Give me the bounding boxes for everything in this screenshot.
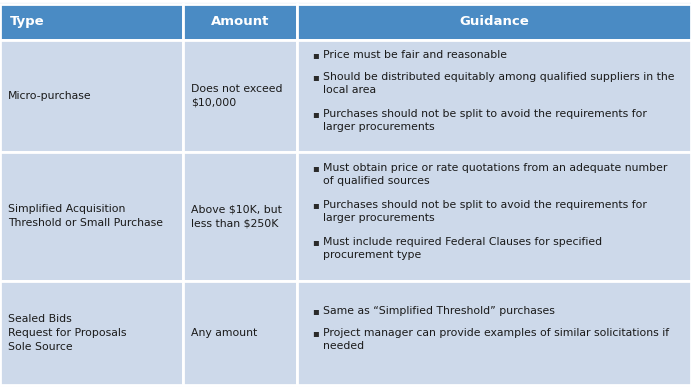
Text: Any amount: Any amount bbox=[191, 328, 258, 338]
Bar bbox=[183, 152, 297, 281]
Text: ▪: ▪ bbox=[312, 109, 319, 119]
Text: Above $10K, but
less than $250K: Above $10K, but less than $250K bbox=[191, 205, 283, 228]
Text: Sealed Bids
Request for Proposals
Sole Source: Sealed Bids Request for Proposals Sole S… bbox=[8, 314, 126, 352]
Text: Should be distributed equitably among qualified suppliers in the
local area: Should be distributed equitably among qu… bbox=[323, 72, 675, 95]
Text: Amount: Amount bbox=[211, 16, 269, 28]
Text: ▪: ▪ bbox=[312, 237, 319, 247]
Bar bbox=[0, 152, 183, 281]
Bar bbox=[183, 281, 297, 385]
Text: Simplified Acquisition
Threshold or Small Purchase: Simplified Acquisition Threshold or Smal… bbox=[8, 205, 163, 228]
Text: ▪: ▪ bbox=[312, 163, 319, 173]
Text: Purchases should not be split to avoid the requirements for
larger procurements: Purchases should not be split to avoid t… bbox=[323, 109, 647, 132]
Text: Must include required Federal Clauses for specified
procurement type: Must include required Federal Clauses fo… bbox=[323, 237, 603, 260]
Text: Micro-purchase: Micro-purchase bbox=[8, 91, 92, 101]
Text: ▪: ▪ bbox=[312, 72, 319, 82]
Text: Type: Type bbox=[10, 16, 45, 28]
Text: ▪: ▪ bbox=[312, 50, 319, 60]
Bar bbox=[183, 4, 297, 40]
Text: Does not exceed
$10,000: Does not exceed $10,000 bbox=[191, 84, 283, 108]
Bar bbox=[297, 40, 691, 152]
Bar bbox=[0, 281, 183, 385]
Bar bbox=[297, 4, 691, 40]
Text: Price must be fair and reasonable: Price must be fair and reasonable bbox=[323, 50, 507, 60]
Text: ▪: ▪ bbox=[312, 328, 319, 338]
Text: Project manager can provide examples of similar solicitations if
needed: Project manager can provide examples of … bbox=[323, 328, 670, 351]
Bar bbox=[297, 281, 691, 385]
Bar bbox=[0, 4, 183, 40]
Text: Must obtain price or rate quotations from an adequate number
of qualified source: Must obtain price or rate quotations fro… bbox=[323, 163, 668, 186]
Text: ▪: ▪ bbox=[312, 200, 319, 210]
Bar bbox=[0, 40, 183, 152]
Text: ▪: ▪ bbox=[312, 306, 319, 316]
Text: Guidance: Guidance bbox=[460, 16, 529, 28]
Text: Same as “Simplified Threshold” purchases: Same as “Simplified Threshold” purchases bbox=[323, 306, 556, 316]
Bar bbox=[297, 152, 691, 281]
Bar bbox=[183, 40, 297, 152]
Text: Purchases should not be split to avoid the requirements for
larger procurements: Purchases should not be split to avoid t… bbox=[323, 200, 647, 223]
